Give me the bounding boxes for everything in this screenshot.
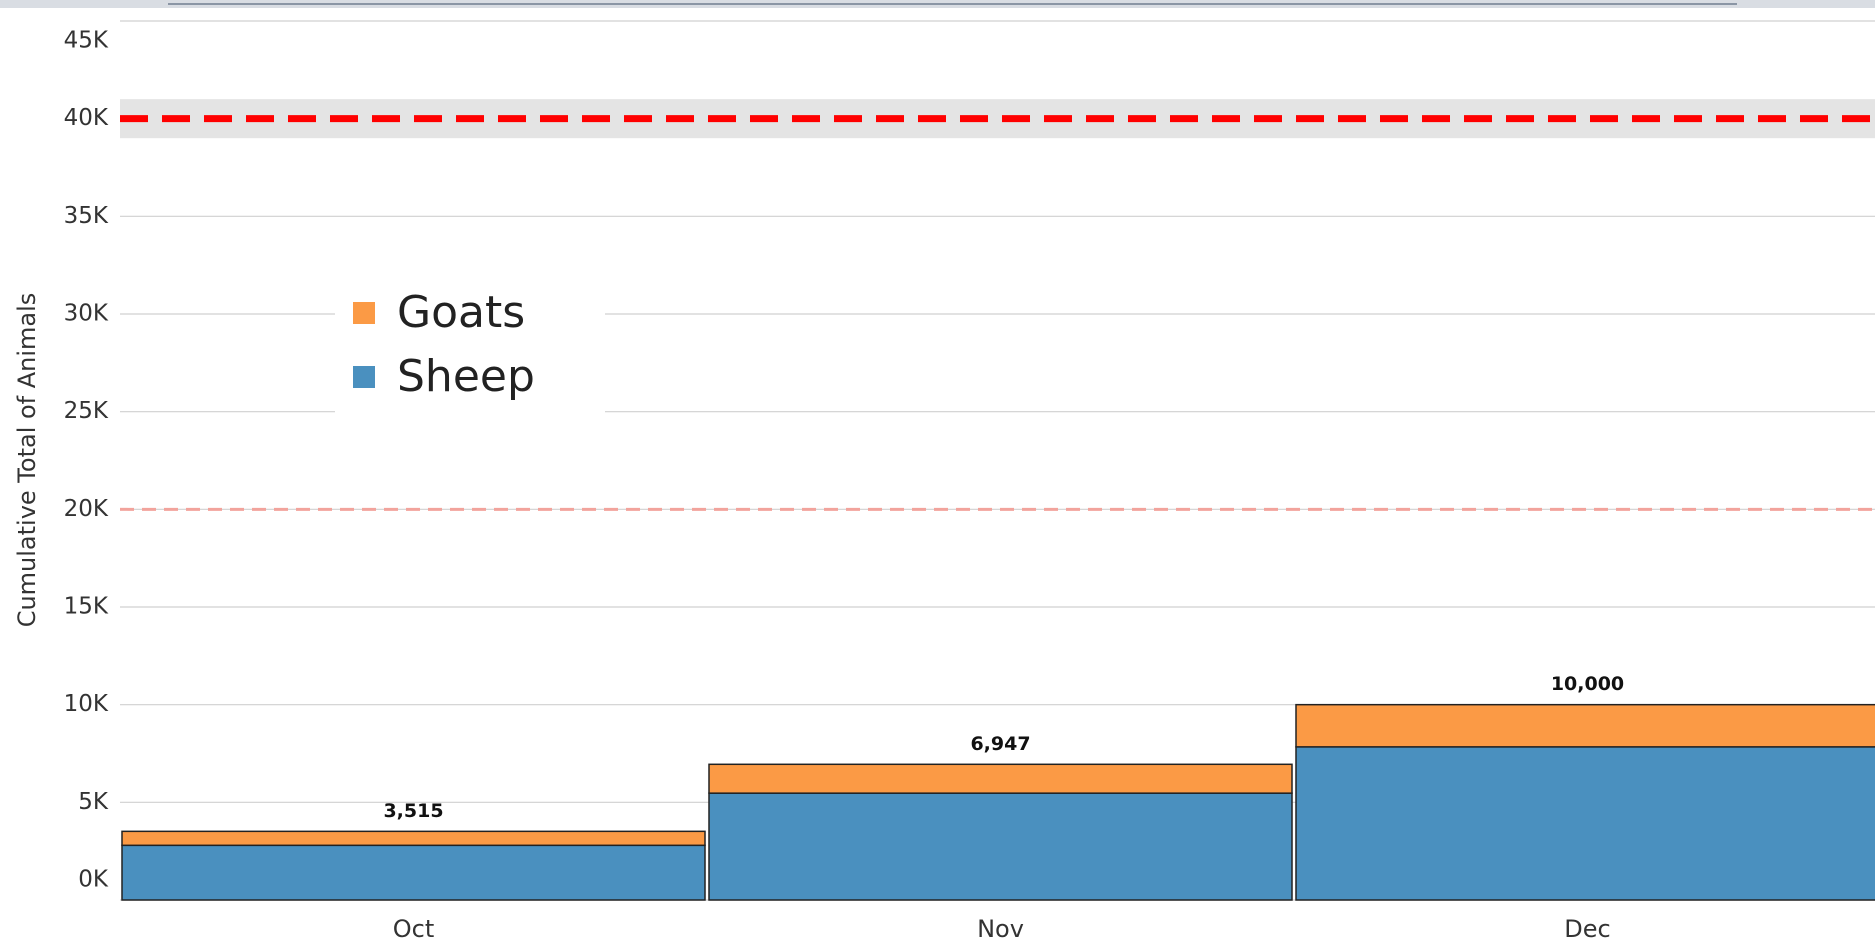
labels: 3,515 Oct 6,947 Nov 10,000 Dec [383, 673, 1624, 943]
legend: Goats Sheep [335, 280, 605, 415]
y-tick-label: 30K [64, 301, 109, 327]
legend-label: Sheep [397, 351, 535, 402]
y-axis-title: Cumulative Total of Animals [13, 293, 41, 628]
bar-segment [121, 830, 706, 847]
y-tick-label: 5K [78, 789, 109, 815]
bar-segment [1295, 746, 1875, 901]
bar-segment [708, 792, 1293, 901]
legend-swatch [353, 366, 375, 388]
bar-segment [1295, 703, 1875, 748]
reference-band [120, 99, 1875, 139]
x-tick-label: Dec [1564, 915, 1610, 943]
y-tick-label: 10K [64, 691, 109, 717]
reference-lines [120, 99, 1875, 511]
y-tick-label: 45K [64, 28, 109, 54]
legend-background [335, 280, 605, 415]
total-label: 3,515 [383, 800, 443, 822]
y-tick-label: 15K [64, 594, 109, 620]
x-tick-label: Nov [977, 915, 1024, 943]
bar-segment [708, 763, 1293, 794]
y-tick-label: 25K [64, 398, 109, 424]
bar-segment [121, 844, 706, 901]
y-tick-label: 35K [64, 203, 109, 229]
legend-swatch [353, 302, 375, 324]
y-tick-label: 40K [64, 105, 109, 131]
y-tick-label: 20K [64, 496, 109, 522]
bars [121, 703, 1875, 901]
legend-label: Goats [397, 287, 525, 338]
total-label: 6,947 [970, 733, 1030, 755]
x-tick-label: Oct [393, 915, 435, 943]
total-label: 10,000 [1551, 673, 1624, 695]
y-tick-label: 0K [78, 867, 109, 893]
